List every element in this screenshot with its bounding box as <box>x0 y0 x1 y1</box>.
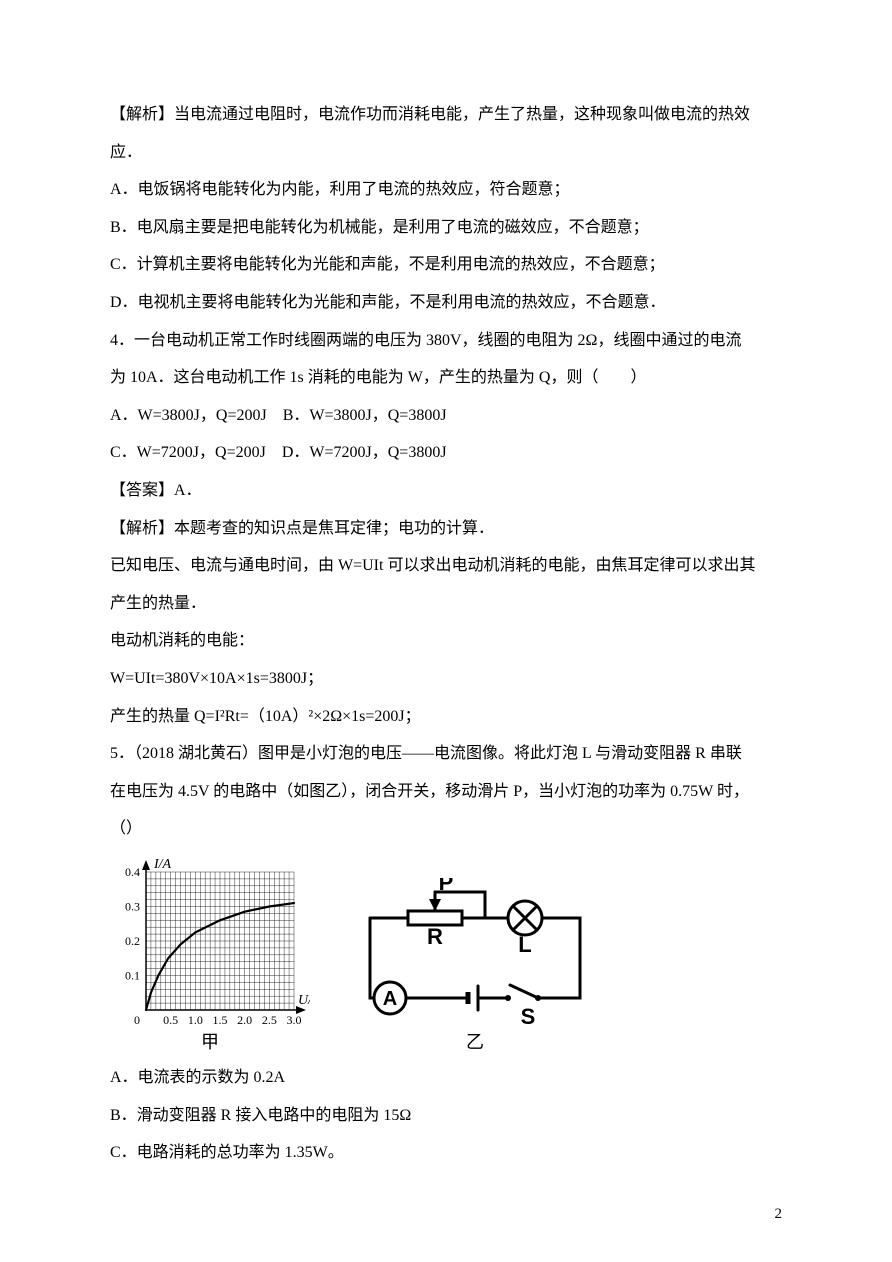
question-5-line: 5．（2018 湖北黄石）图甲是小灯泡的电压——电流图像。将此灯泡 L 与滑动变… <box>110 735 782 773</box>
explanation-line: 电动机消耗的电能： <box>110 622 782 660</box>
q5-option-c: C．电路消耗的总功率为 1.35W。 <box>110 1134 782 1172</box>
svg-text:I/A: I/A <box>153 858 172 872</box>
option-a: A．电饭锅将电能转化为内能，利用了电流的热效应，符合题意； <box>110 171 782 209</box>
page-number: 2 <box>775 1197 783 1232</box>
formula-line: W=UIt=380V×10A×1s=3800J； <box>110 660 782 698</box>
option-d: D．电视机主要将电能转化为光能和声能，不是利用电流的热效应，不合题意． <box>110 284 782 322</box>
svg-text:0.4: 0.4 <box>125 865 140 879</box>
svg-text:1.5: 1.5 <box>213 1013 228 1027</box>
svg-text:P: P <box>439 878 454 895</box>
svg-text:0: 0 <box>134 1013 140 1027</box>
svg-text:0.3: 0.3 <box>125 899 140 913</box>
explanation-line: 【解析】本题考查的知识点是焦耳定律；电功的计算． <box>110 510 782 548</box>
q4-option-ab: A．W=3800J，Q=200J B．W=3800J，Q=3800J <box>110 397 782 435</box>
option-c: C．计算机主要将电能转化为光能和声能，不是利用电流的热效应，不合题意； <box>110 246 782 284</box>
option-b: B．电风扇主要是把电能转化为机械能，是利用了电流的磁效应，不合题意； <box>110 209 782 247</box>
question-5-line: （） <box>110 810 782 848</box>
formula-line: 产生的热量 Q=I²Rt=（10A）²×2Ω×1s=200J； <box>110 698 782 736</box>
question-4-line: 4．一台电动机正常工作时线圈两端的电压为 380V，线圈的电阻为 2Ω，线圈中通… <box>110 322 782 360</box>
q4-option-cd: C．W=7200J，Q=200J D．W=7200J，Q=3800J <box>110 434 782 472</box>
answer-label: 【答案】A． <box>110 472 782 510</box>
explanation-line: 已知电压、电流与通电时间，由 W=UIt 可以求出电动机消耗的电能，由焦耳定律可… <box>110 547 782 585</box>
svg-text:S: S <box>521 1004 536 1028</box>
svg-text:0.5: 0.5 <box>163 1013 178 1027</box>
explanation-line: 【解析】当电流通过电阻时，电流作功而消耗电能，产生了热量，这种现象叫做电流的热效 <box>110 96 782 134</box>
vi-graph: 0.5 1.0 1.5 2.0 2.5 3.0 0.1 0.2 0.3 0.4 0 I/A U/V <box>110 858 310 1028</box>
svg-text:0.2: 0.2 <box>125 934 140 948</box>
q5-option-b: B．滑动变阻器 R 接入电路中的电阻为 15Ω <box>110 1097 782 1135</box>
svg-text:R: R <box>427 924 443 949</box>
question-5-line: 在电压为 4.5V 的电路中（如图乙），闭合开关，移动滑片 P，当小灯泡的功率为… <box>110 773 782 811</box>
figure-caption-jia: 甲 <box>201 1030 219 1055</box>
explanation-line: 产生的热量． <box>110 585 782 623</box>
svg-text:0.1: 0.1 <box>125 968 140 982</box>
explanation-line: 应． <box>110 134 782 172</box>
q5-option-a: A．电流表的示数为 0.2A <box>110 1059 782 1097</box>
figure-caption-yi: 乙 <box>466 1030 484 1055</box>
svg-text:1.0: 1.0 <box>188 1013 203 1027</box>
svg-text:2.0: 2.0 <box>237 1013 252 1027</box>
svg-text:L: L <box>518 932 531 957</box>
figure-graph-wrap: 0.5 1.0 1.5 2.0 2.5 3.0 0.1 0.2 0.3 0.4 0 I/A U/V 甲 <box>110 858 310 1055</box>
svg-text:A: A <box>383 988 397 1010</box>
svg-text:2.5: 2.5 <box>262 1013 277 1027</box>
figures-row: 0.51.01.52.02.53.00.10.20.30.40I/AU/V 甲 … <box>110 858 782 1055</box>
circuit-diagram: A P R L S <box>350 878 600 1028</box>
svg-text:3.0: 3.0 <box>287 1013 302 1027</box>
figure-circuit-wrap: A P R L S 乙 <box>350 878 600 1055</box>
question-4-line: 为 10A．这台电动机工作 1s 消耗的电能为 W，产生的热量为 Q，则（ ） <box>110 359 782 397</box>
svg-text:U/V: U/V <box>298 993 310 1008</box>
